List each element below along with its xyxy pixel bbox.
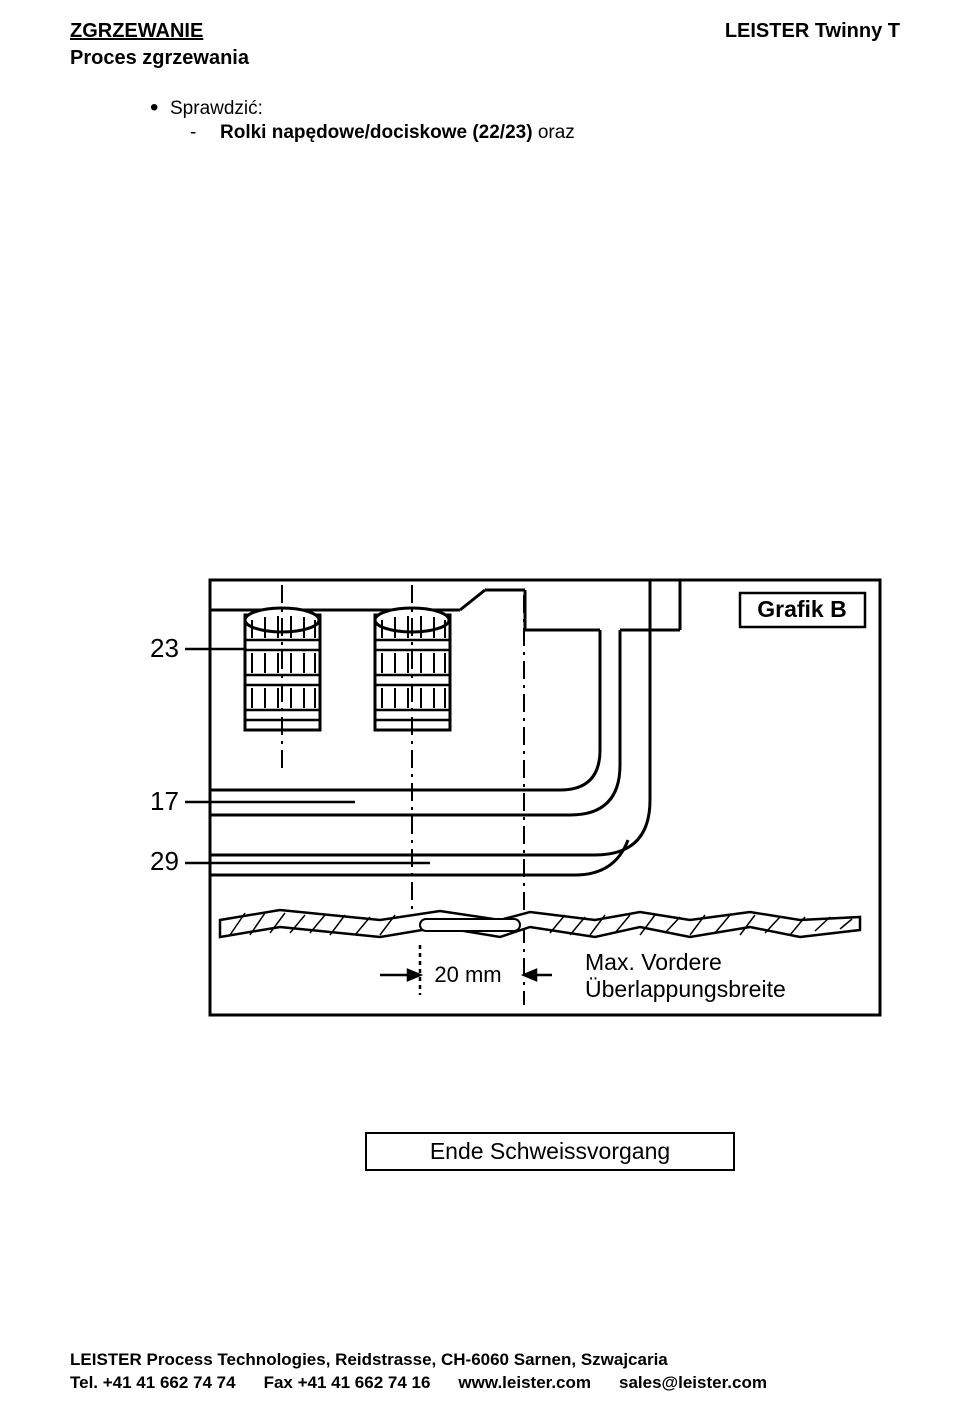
overlap-l2: Überlappungsbreite xyxy=(585,976,786,1002)
label-23: 23 xyxy=(150,633,179,663)
footer-tel: Tel. +41 41 662 74 74 xyxy=(70,1372,236,1395)
label-17: 17 xyxy=(150,786,179,816)
footer-email: sales@leister.com xyxy=(619,1372,767,1395)
page: ZGRZEWANIE LEISTER Twinny T Proces zgrze… xyxy=(0,0,960,1417)
footer-fax: Fax +41 41 662 74 16 xyxy=(264,1372,431,1395)
footer-web: www.leister.com xyxy=(458,1372,591,1395)
footer-line2: Tel. +41 41 662 74 74 Fax +41 41 662 74 … xyxy=(70,1372,900,1395)
bullet-dot: • xyxy=(150,98,170,118)
ende-schweissvorgang-box: Ende Schweissvorgang xyxy=(365,1132,735,1171)
grafik-b-text: Grafik B xyxy=(757,596,846,622)
label-29: 29 xyxy=(150,846,179,876)
gap-label: 20 mm xyxy=(434,962,501,987)
bullet-row: • Sprawdzić: xyxy=(150,98,900,120)
dash-suffix: oraz xyxy=(533,122,575,143)
dash-row: - Rolki napędowe/dociskowe (22/23) oraz xyxy=(190,122,900,144)
model-title: LEISTER Twinny T xyxy=(725,20,900,43)
diagram-grafik-b: Grafik B 23 17 29 xyxy=(130,575,890,1025)
bullet-label: Sprawdzić: xyxy=(170,98,263,120)
subtitle: Proces zgrzewania xyxy=(70,47,900,70)
dash-prefix: Rolki napędowe/dociskowe (22/23) xyxy=(220,122,533,143)
diagram-svg: Grafik B 23 17 29 xyxy=(130,575,890,1025)
overlap-l1: Max. Vordere xyxy=(585,949,722,975)
dash: - xyxy=(190,122,220,144)
section-title: ZGRZEWANIE xyxy=(70,20,203,43)
header-row: ZGRZEWANIE LEISTER Twinny T xyxy=(70,20,900,43)
dash-text: Rolki napędowe/dociskowe (22/23) oraz xyxy=(220,122,575,144)
bullet-block: • Sprawdzić: - Rolki napędowe/dociskowe … xyxy=(150,98,900,144)
footer-line1: LEISTER Process Technologies, Reidstrass… xyxy=(70,1349,900,1372)
footer: LEISTER Process Technologies, Reidstrass… xyxy=(70,1349,900,1395)
